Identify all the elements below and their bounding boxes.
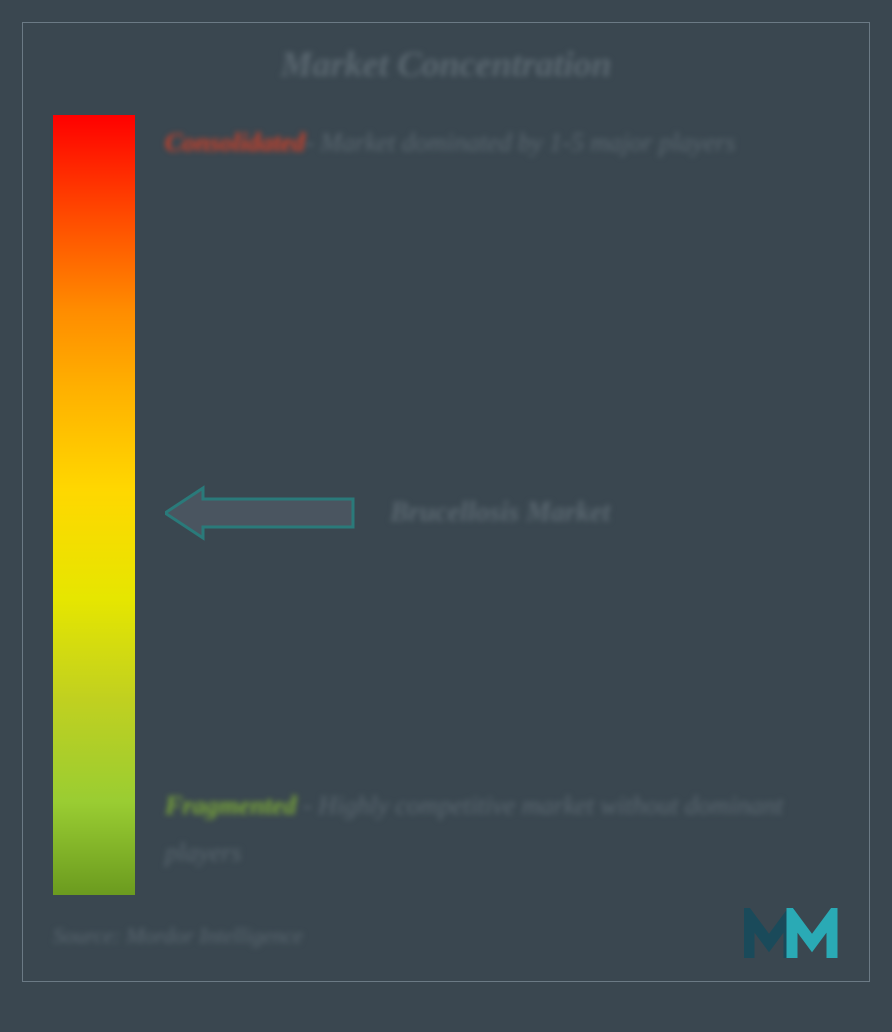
concentration-gradient-bar — [53, 115, 135, 895]
mordor-logo-icon — [744, 908, 839, 963]
footer: Source: Mordor Intelligence — [53, 908, 839, 963]
consolidated-description: Consolidated- Market dominated by 1-5 ma… — [165, 120, 829, 167]
infographic-container: Market Concentration Consolidated- Marke… — [22, 22, 870, 982]
chart-title: Market Concentration — [53, 43, 839, 85]
content-area: Consolidated- Market dominated by 1-5 ma… — [53, 115, 839, 905]
source-attribution: Source: Mordor Intelligence — [53, 923, 303, 949]
fragmented-description: Fragmented - Highly competitive market w… — [165, 783, 829, 877]
text-area: Consolidated- Market dominated by 1-5 ma… — [135, 115, 839, 905]
market-name-label: Brucellosis Market — [390, 497, 610, 529]
consolidated-label: Consolidated — [165, 128, 305, 157]
market-indicator-row: Brucellosis Market — [165, 485, 829, 541]
consolidated-rest: - Market dominated by 1-5 major players — [305, 128, 735, 157]
fragmented-label: Fragmented — [165, 791, 296, 820]
arrow-icon — [165, 485, 355, 541]
